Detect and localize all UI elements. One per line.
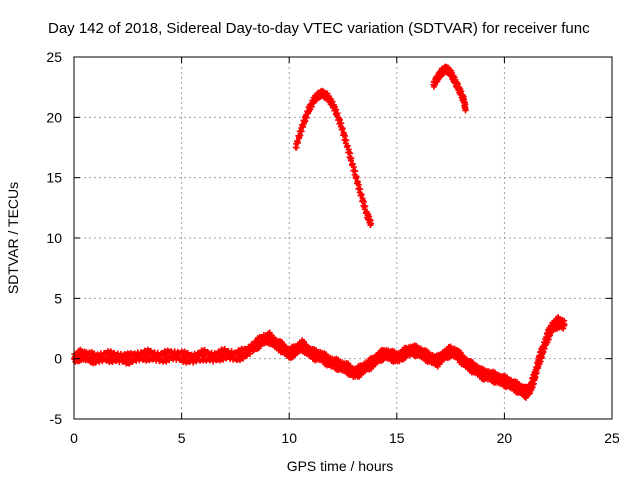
point-mark	[338, 120, 345, 127]
point-mark	[362, 203, 369, 210]
y-tick-label: 15	[46, 170, 62, 186]
x-tick-label: 20	[497, 430, 513, 446]
point-mark	[352, 168, 359, 175]
y-axis-title: SDTVAR / TECUs	[5, 182, 21, 294]
point-mark	[293, 144, 300, 151]
x-tick-label: 15	[389, 430, 405, 446]
point-mark	[357, 186, 364, 193]
point-mark	[298, 128, 305, 135]
point-mark	[367, 220, 374, 227]
y-tick-label: 0	[54, 351, 62, 367]
x-tick-label: 0	[70, 430, 78, 446]
point-mark	[334, 110, 341, 117]
series-baseline	[71, 314, 568, 401]
x-axis-title: GPS time / hours	[287, 458, 394, 474]
data-marks	[71, 63, 568, 401]
point-mark	[360, 198, 367, 205]
y-tick-label: 25	[46, 49, 62, 65]
x-tick-label: 5	[178, 430, 186, 446]
point-mark	[329, 98, 336, 105]
y-tick-label: 20	[46, 109, 62, 125]
point-mark	[349, 161, 356, 168]
series-evening-arc	[430, 63, 469, 114]
point-mark	[561, 321, 568, 328]
chart-title: Day 142 of 2018, Sidereal Day-to-day VTE…	[48, 20, 590, 37]
point-mark	[358, 191, 365, 198]
y-tick-label: 10	[46, 230, 62, 246]
point-mark	[344, 142, 351, 149]
point-mark	[462, 105, 469, 112]
point-mark	[294, 139, 301, 146]
point-mark	[303, 114, 310, 121]
point-mark	[347, 150, 354, 157]
point-mark	[300, 123, 307, 130]
y-tick-label: -5	[50, 411, 63, 427]
point-mark	[343, 137, 350, 144]
x-tick-label: 25	[604, 430, 620, 446]
axis-ticks: 0 5 10 15 20 25 -5 0 5 10 15 20 25	[46, 49, 620, 446]
point-mark	[339, 125, 346, 132]
point-mark	[333, 106, 340, 113]
point-mark	[353, 173, 360, 180]
series-midday-arc	[292, 87, 374, 229]
y-tick-label: 5	[54, 290, 62, 306]
point-mark	[308, 103, 315, 110]
x-tick-label: 10	[281, 430, 297, 446]
point-mark	[348, 155, 355, 162]
